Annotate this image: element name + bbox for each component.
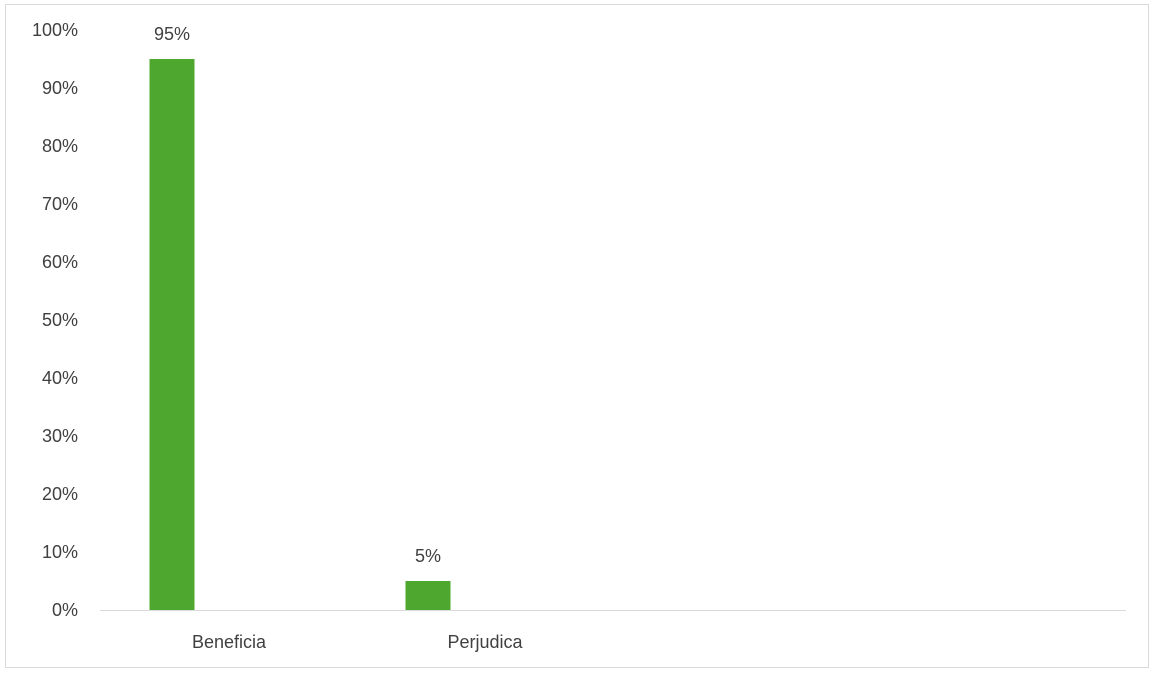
y-tick-label: 0% [52,600,78,620]
y-tick-label: 80% [42,136,78,156]
category-label: Beneficia [192,632,267,652]
y-tick-label: 60% [42,252,78,272]
bars [149,59,451,610]
y-tick-label: 70% [42,194,78,214]
y-tick-label: 50% [42,310,78,330]
y-tick-label: 40% [42,368,78,388]
bar [149,59,195,610]
category-label: Perjudica [447,632,523,652]
y-tick-label: 90% [42,78,78,98]
chart-frame [5,4,1149,668]
y-tick-label: 10% [42,542,78,562]
data-label: 95% [154,24,190,44]
data-label: 5% [415,546,441,566]
y-tick-label: 20% [42,484,78,504]
bar [405,581,451,610]
y-tick-label: 100% [32,20,78,40]
y-axis: 0% 10% 20% 30% 40% 50% 60% 70% 80% 90% 100% [32,20,78,620]
x-axis: Beneficia Perjudica [100,610,1126,652]
y-tick-label: 30% [42,426,78,446]
data-labels: 95% 5% [154,24,441,566]
